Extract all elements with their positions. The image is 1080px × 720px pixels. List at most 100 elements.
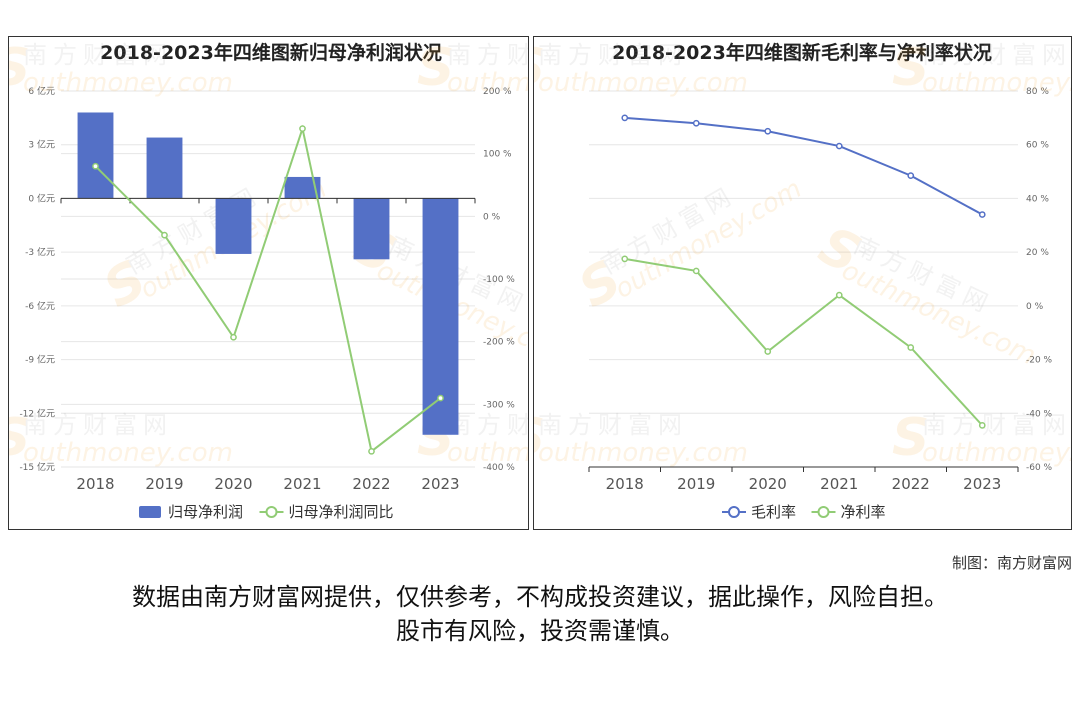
bar-2020 <box>215 198 252 254</box>
watermark-text-en: outhmoney.com <box>447 438 528 468</box>
y-tick-label-left: -3 亿元 <box>25 246 55 258</box>
x-tick-label: 2021 <box>283 475 321 493</box>
watermark-logo: S <box>9 408 30 468</box>
chart-title: 2018-2023年四维图新归母净利润状况 <box>100 41 442 64</box>
x-tick-label: 2019 <box>145 475 183 493</box>
series-line-毛利率 <box>624 116 983 216</box>
point-净利率-2021 <box>835 291 843 299</box>
y-tick-label-left: -12 亿元 <box>19 407 55 419</box>
chart-title: 2018-2023年四维图新毛利率与净利率状况 <box>612 41 992 64</box>
series-line-净利率 <box>624 257 983 427</box>
point-毛利率-2023 <box>978 211 986 218</box>
y-tick-label-right: 20 % <box>1026 248 1049 258</box>
watermark-text-cn: 南方财富网 <box>538 411 688 439</box>
y-tick-label-right: -200 % <box>483 338 515 348</box>
y-tick-label-right: -60 % <box>1026 463 1053 473</box>
watermark-text-cn: 南方财富网 <box>23 411 173 439</box>
x-tick-label: 2019 <box>677 475 715 493</box>
bar-2021 <box>284 176 321 199</box>
y-tick-label-left: -6 亿元 <box>25 300 55 312</box>
y-tick-label-right: -400 % <box>483 463 515 473</box>
x-tick-label: 2018 <box>76 475 114 493</box>
watermark-text-cn: 南方财富网 <box>922 411 1071 439</box>
legend-label: 毛利率 <box>751 503 796 521</box>
watermark-text-en: outhmoney.com <box>23 68 233 98</box>
y-tick-label-left: 0 亿元 <box>28 192 55 204</box>
watermark-text-cn: 南方财富网 <box>447 411 528 439</box>
x-tick-label: 2022 <box>352 475 390 493</box>
y-tick-label-left: -15 亿元 <box>19 461 55 473</box>
legend-label: 归母净利润 <box>168 503 243 521</box>
watermark-logo: S <box>534 38 545 98</box>
point-归母净利润同比-2020 <box>230 333 237 341</box>
x-tick-label: 2023 <box>421 475 459 493</box>
y-tick-label-right: -300 % <box>483 400 515 410</box>
watermark-text-en: outhmoney.com <box>538 68 748 98</box>
y-tick-label-right: 100 % <box>483 150 512 160</box>
legend: 毛利率 净利率 <box>722 503 886 521</box>
chart-credit: 制图：南方财富网 <box>951 554 1072 572</box>
bar-2022 <box>353 198 390 260</box>
chart-panel-net-profit: 2018-2023年四维图新归母净利润状况 200 % 100 % 0 % -100 %… <box>8 36 529 530</box>
margin-chart: 2018-2023年四维图新毛利率与净利率状况 80 % 60 % 40 % 20 % 0… <box>534 38 1071 521</box>
legend-label: 归母净利润同比 <box>289 503 394 521</box>
watermark-text-cn: 南方财富网 <box>23 41 173 69</box>
watermark-logo: S <box>9 38 30 98</box>
y-tick-label-right: -40 % <box>1026 409 1053 419</box>
chart-panel-margins: 2018-2023年四维图新毛利率与净利率状况 80 % 60 % 40 % 20 % 0… <box>533 36 1072 530</box>
point-归母净利润同比-2021 <box>299 125 306 132</box>
point-毛利率-2020 <box>764 127 772 135</box>
y-tick-label-right: 0 % <box>1026 302 1044 312</box>
y-tick-label-right: 200 % <box>483 87 512 97</box>
point-毛利率-2019 <box>692 119 700 127</box>
point-净利率-2018 <box>621 255 629 263</box>
net-profit-chart: 2018-2023年四维图新归母净利润状况 200 % 100 % 0 % -100 %… <box>9 38 528 521</box>
watermark-text-cn: 南方财富网 <box>922 41 1071 69</box>
point-归母净利润同比-2019 <box>161 231 168 239</box>
point-归母净利润同比-2022 <box>368 447 375 455</box>
y-tick-label-right: -20 % <box>1026 356 1053 366</box>
watermark-text-cn: 南方财富网 <box>447 41 528 69</box>
y-tick-label-right: 40 % <box>1026 194 1049 204</box>
disclaimer-line-1: 数据由南方财富网提供，仅供参考，不构成投资建议，据此操作，风险自担。 <box>132 583 948 611</box>
point-毛利率-2018 <box>621 114 629 122</box>
point-毛利率-2022 <box>907 172 915 179</box>
watermark-text-en: outhmoney.com <box>538 438 748 468</box>
legend-swatch-marker <box>817 506 830 518</box>
x-tick-label: 2021 <box>820 475 858 493</box>
point-净利率-2022 <box>907 344 915 351</box>
point-归母净利润同比-2018 <box>92 162 99 170</box>
x-tick-label: 2020 <box>749 475 787 493</box>
watermark-text-cn: 南方财富网 <box>538 41 688 69</box>
legend-swatch-marker <box>728 506 740 518</box>
y-tick-label-right: 80 % <box>1026 87 1049 97</box>
y-tick-label-right: 0 % <box>483 212 501 222</box>
point-净利率-2020 <box>764 348 772 355</box>
disclaimer-line-2: 股市有风险，投资需谨慎。 <box>396 617 684 645</box>
watermark-logo: S <box>892 408 929 468</box>
watermark-group: S南方财富网outhmoney.comS南方财富网outhmoney.comS南… <box>534 38 1071 468</box>
legend: 归母净利润 归母净利润同比 <box>139 503 394 521</box>
legend-label: 净利率 <box>841 503 886 521</box>
y-tick-label-left: 6 亿元 <box>28 85 55 97</box>
point-归母净利润同比-2023 <box>437 394 444 402</box>
watermark-text-en: outhmoney.com <box>447 68 528 98</box>
series-line-归母净利润同比 <box>94 124 442 454</box>
watermark-logo: S <box>417 38 454 98</box>
x-tick-label: 2022 <box>892 475 930 493</box>
point-毛利率-2021 <box>835 142 843 150</box>
watermark-text-en: outhmoney.com <box>23 438 233 468</box>
y-tick-label-left: -9 亿元 <box>25 354 55 366</box>
watermark-text-en: outhmoney.com <box>922 68 1071 98</box>
bar-2019 <box>146 137 183 199</box>
bar-2018 <box>77 112 114 199</box>
